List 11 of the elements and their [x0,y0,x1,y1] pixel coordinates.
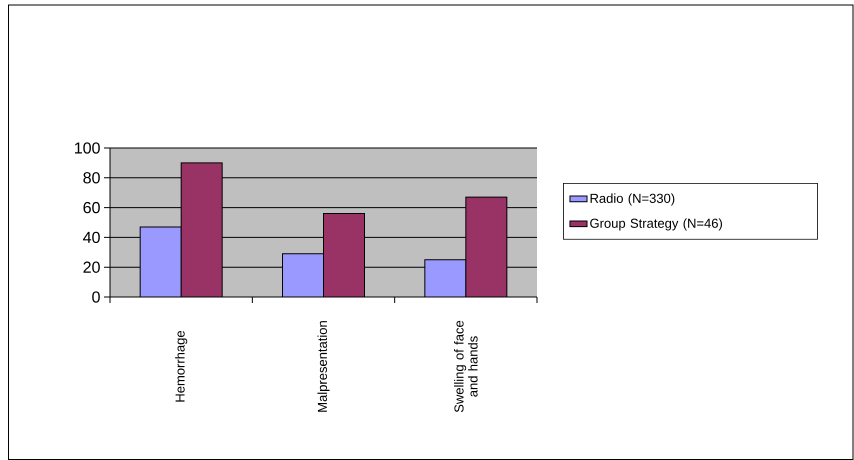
y-tick-label: 80 [83,172,100,184]
x-tick-label: Malpresentation [317,321,330,412]
y-tick-label: 0 [92,291,100,303]
y-tick-label: 40 [83,232,100,244]
x-tick-label: Swelling of face and hands [454,320,478,412]
legend-label: Group Strategy (N=46) [590,218,722,230]
y-tick-label: 100 [75,142,100,154]
y-tick-label: 20 [83,262,100,273]
legend-label: Radio (N=330) [590,193,674,206]
y-tick-label: 60 [83,202,100,214]
x-tick-label: Hemorrhage [175,330,188,402]
